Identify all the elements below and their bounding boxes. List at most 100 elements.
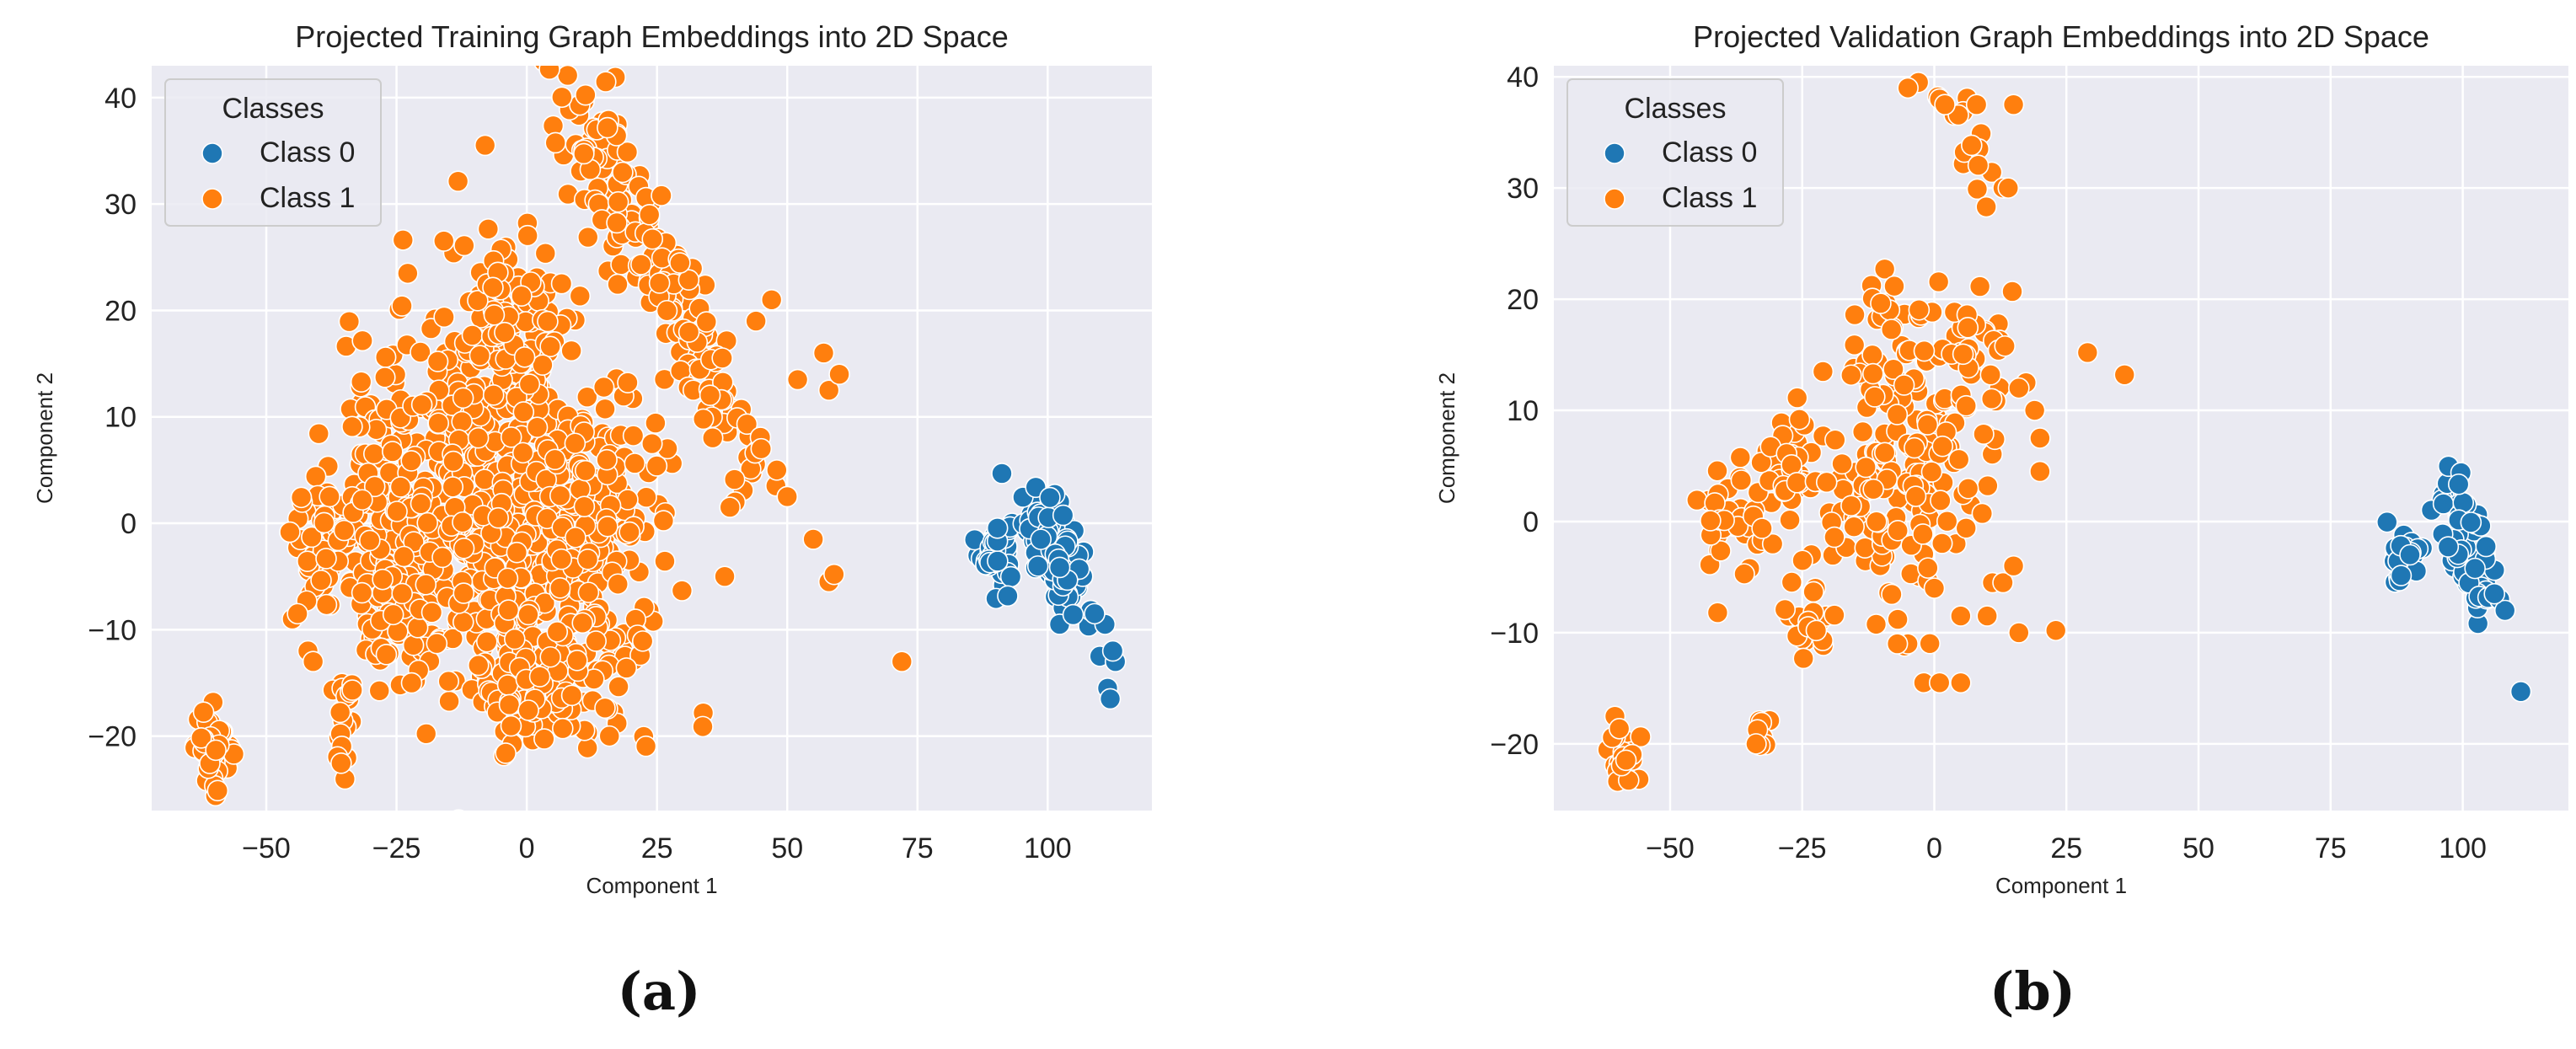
data-point xyxy=(617,372,639,393)
data-point xyxy=(482,384,505,406)
data-point xyxy=(1950,672,1972,694)
data-point xyxy=(1774,598,1797,621)
data-point xyxy=(1062,603,1084,626)
data-point xyxy=(714,565,736,587)
x-tick-label: 75 xyxy=(2315,832,2347,864)
x-tick-label: 100 xyxy=(2439,832,2487,864)
data-point xyxy=(544,448,566,471)
data-point xyxy=(1685,489,1708,511)
data-point xyxy=(329,701,351,724)
data-point xyxy=(2002,554,2025,577)
data-point xyxy=(1968,276,1991,297)
data-point xyxy=(635,735,657,757)
data-point xyxy=(438,690,460,713)
y-tick-label: −20 xyxy=(1490,729,1539,761)
y-axis-label: Component 2 xyxy=(1434,372,1459,504)
data-point xyxy=(467,426,490,449)
data-point xyxy=(452,511,474,533)
data-point xyxy=(669,252,691,274)
data-point xyxy=(1965,94,1988,115)
data-point xyxy=(2044,619,2067,642)
y-tick-label: −20 xyxy=(88,721,137,753)
data-point xyxy=(539,335,561,358)
data-point xyxy=(1843,334,1866,356)
legend-marker xyxy=(1604,188,1625,210)
data-point xyxy=(451,410,473,433)
data-point xyxy=(1706,459,1728,482)
data-point xyxy=(495,742,517,764)
data-point xyxy=(1931,435,1954,458)
data-point xyxy=(1851,420,1874,443)
data-point xyxy=(2460,511,2482,533)
data-point xyxy=(511,285,533,308)
data-point xyxy=(560,340,582,362)
data-point xyxy=(406,617,429,639)
data-point xyxy=(1844,303,1866,326)
data-point xyxy=(475,630,498,653)
data-point xyxy=(1615,749,1637,772)
data-point xyxy=(2447,473,2470,495)
data-point xyxy=(608,676,629,698)
data-point xyxy=(891,650,913,673)
data-point xyxy=(341,415,363,438)
data-point xyxy=(1824,526,1845,549)
data-point xyxy=(576,548,599,570)
y-tick-label: 40 xyxy=(104,83,137,115)
data-point xyxy=(389,476,412,498)
data-point xyxy=(487,506,510,529)
data-point xyxy=(776,485,799,508)
data-point xyxy=(1630,725,1652,748)
series-class-0 xyxy=(963,463,1127,710)
points-layer xyxy=(1597,71,2532,793)
y-axis-label: Component 2 xyxy=(32,372,57,504)
data-point xyxy=(1952,343,1974,366)
data-point xyxy=(1761,533,1784,555)
data-point xyxy=(467,289,489,312)
data-point xyxy=(310,570,332,591)
data-point xyxy=(1955,394,1978,417)
data-point xyxy=(368,679,391,702)
data-point xyxy=(290,486,313,509)
data-point xyxy=(1855,456,1877,479)
data-point xyxy=(551,717,574,740)
data-point xyxy=(1788,408,1811,431)
data-point xyxy=(1973,423,1995,446)
data-point xyxy=(549,484,571,507)
data-point xyxy=(426,632,448,655)
data-point xyxy=(624,452,646,474)
data-point xyxy=(565,527,586,549)
data-point xyxy=(1802,581,1824,603)
data-point xyxy=(1710,539,1732,562)
data-point xyxy=(420,602,443,624)
data-point xyxy=(1101,640,1124,662)
data-point xyxy=(2483,582,2506,605)
data-point xyxy=(598,725,621,747)
x-tick-label: 0 xyxy=(1926,832,1942,864)
x-tick-label: 25 xyxy=(2050,832,2082,864)
data-point xyxy=(402,634,425,656)
data-point xyxy=(594,398,616,420)
data-point xyxy=(571,612,594,634)
data-point xyxy=(573,495,596,518)
data-point xyxy=(1975,195,1997,218)
data-point xyxy=(1824,429,1846,451)
data-point xyxy=(410,341,431,363)
data-point xyxy=(537,310,559,333)
data-point xyxy=(313,511,335,534)
data-point xyxy=(1923,577,1946,599)
data-point xyxy=(433,306,455,329)
data-point xyxy=(517,603,539,626)
data-point xyxy=(544,131,566,154)
data-point xyxy=(577,581,600,603)
data-point xyxy=(279,521,301,543)
data-point xyxy=(606,211,628,234)
data-point xyxy=(1976,605,1999,627)
data-point xyxy=(1084,602,1106,625)
data-point xyxy=(786,368,809,391)
data-point xyxy=(1751,517,1773,539)
data-point xyxy=(287,602,308,625)
legend: Classes Class 0 Class 1 xyxy=(164,78,382,227)
data-point xyxy=(1930,490,1952,511)
data-point xyxy=(1052,504,1074,527)
data-point xyxy=(592,376,615,399)
